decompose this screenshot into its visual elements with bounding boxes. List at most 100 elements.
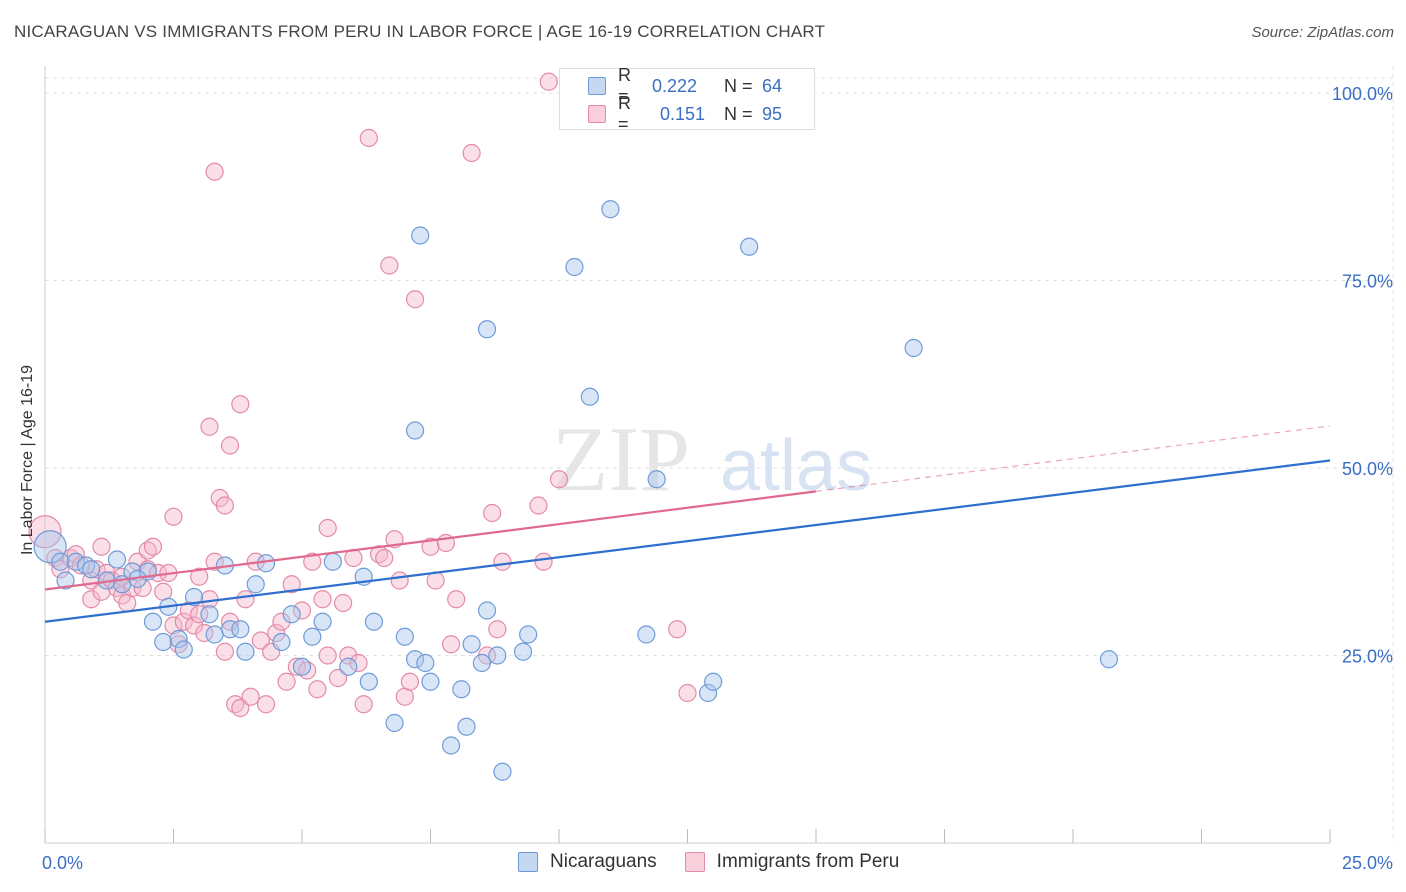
legend-r-value: 0.222 (652, 75, 698, 96)
y-tick-label: 75.0% (1342, 272, 1393, 292)
x-tick-label: 25.0% (1342, 853, 1393, 873)
peru-point (447, 590, 466, 609)
nicaraguan-point (246, 575, 265, 594)
nicaraguan-point (395, 627, 414, 646)
peru-point (462, 143, 481, 163)
peru-point (549, 470, 569, 489)
nicaraguan-point (33, 530, 67, 564)
legend-label-nicaraguans: Nicaraguans (550, 851, 657, 872)
nicaraguan-point (313, 612, 332, 631)
peru-point (220, 436, 240, 455)
peru-point (375, 548, 394, 568)
nicaraguan-point (174, 640, 193, 659)
legend-row-nicaraguans: R = 0.222 N = 64 (560, 65, 783, 106)
nicaraguan-point (698, 683, 718, 703)
nicaraguan-point (56, 571, 75, 590)
nicaraguan-point (637, 625, 656, 644)
nicaraguan-point (82, 560, 101, 579)
nicaraguan-point (51, 552, 70, 571)
nicaraguan-point (323, 552, 342, 571)
nicaraguan-point (904, 338, 923, 358)
nicaraguan-point (704, 672, 723, 691)
peru-point (405, 290, 425, 309)
nicaraguan-point (601, 200, 620, 219)
peru-point (231, 698, 250, 718)
nicaraguan-point (493, 762, 512, 781)
nicaraguan-point (66, 552, 85, 571)
nicaraguan-point (205, 625, 224, 644)
nicaraguan-point (272, 632, 291, 652)
nicaraguan-point (220, 620, 240, 639)
peru-point (215, 642, 234, 661)
peru-point (87, 560, 106, 579)
legend-n-label: N = (724, 75, 753, 96)
peru-point (277, 672, 296, 691)
nicaraguan-point (359, 672, 378, 691)
watermark-zip: ZIP (552, 408, 690, 510)
peru-point (251, 631, 270, 650)
nicaraguan-point (452, 680, 471, 699)
legend-n-label: N = (724, 103, 753, 124)
legend-label-peru: Immigrants from Peru (716, 851, 900, 872)
peru-point (534, 552, 553, 571)
nicaraguan-point (740, 237, 759, 256)
peru-point (678, 683, 697, 703)
chart-source: Source: ZipAtlas.com (1251, 24, 1394, 41)
nicaraguan-point (231, 620, 250, 639)
nicaraguan-point (580, 387, 599, 406)
legend-n-value: 64 (762, 75, 783, 96)
nicaraguan-point (457, 717, 476, 736)
watermark-atlas: atlas (720, 426, 872, 506)
peru-point (256, 695, 276, 714)
peru-point (267, 623, 286, 643)
peru-point (66, 545, 85, 564)
peru-point (205, 162, 224, 181)
y-tick-label: 100.0% (1332, 84, 1393, 104)
trend-line-peru-extension (815, 425, 1331, 492)
x-tick-label: 0.0% (42, 853, 83, 873)
legend-swatch-pink (684, 852, 705, 872)
peru-point (272, 612, 291, 631)
legend-swatch-blue (588, 77, 606, 95)
nicaraguan-point (303, 627, 322, 646)
legend-n-value: 95 (762, 103, 783, 124)
peru-point (190, 605, 209, 624)
peru-point (400, 672, 420, 691)
nicaraguan-point (236, 642, 255, 661)
legend-r-label: R = (618, 65, 631, 106)
nicaraguan-point (405, 421, 425, 440)
chart-title: NICARAGUAN VS IMMIGRANTS FROM PERU IN LA… (14, 22, 826, 41)
nicaraguan-point (292, 657, 312, 676)
peru-point (215, 496, 234, 515)
nicaraguan-point (416, 653, 435, 673)
nicaraguan-point (513, 642, 533, 661)
peru-point (328, 668, 348, 688)
peru-point (51, 560, 70, 579)
legend-swatch-pink (588, 105, 606, 123)
peru-point (380, 256, 399, 275)
peru-point (169, 635, 188, 654)
peru-point (220, 612, 240, 631)
nicaraguan-point (405, 650, 425, 669)
nicaraguan-point (519, 625, 538, 644)
nicaraguan-point (154, 632, 173, 652)
nicaraguan-point (477, 320, 497, 339)
nicaraguan-point (385, 713, 404, 733)
legend-swatch-blue (518, 852, 538, 872)
peru-point (441, 635, 461, 654)
peru-point (236, 590, 255, 609)
series-legend: Nicaraguans Immigrants from Peru (518, 851, 927, 873)
peru-point (303, 552, 322, 571)
tick-labels: 25.0% 50.0% 75.0% 100.0% 0.0% 25.0% (42, 84, 1393, 873)
peru-point (354, 695, 373, 714)
peru-point (174, 612, 193, 631)
nicaraguan-point (256, 554, 276, 573)
peru-point (164, 616, 183, 635)
peru-point (318, 518, 337, 538)
legend-row-peru: R = 0.151 N = 95 (560, 93, 783, 134)
peru-point (349, 653, 368, 673)
nicaraguan-point (647, 470, 666, 489)
peru-point (318, 646, 337, 665)
peru-point (421, 537, 440, 556)
